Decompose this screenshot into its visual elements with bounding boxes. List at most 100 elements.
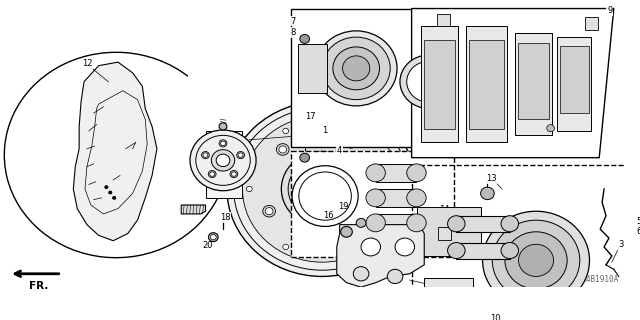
Circle shape <box>518 244 554 276</box>
Bar <box>376 214 417 232</box>
Text: TWA4B1910A: TWA4B1910A <box>572 275 619 284</box>
Polygon shape <box>412 9 614 158</box>
Circle shape <box>483 211 589 309</box>
Circle shape <box>547 124 554 132</box>
Circle shape <box>400 55 458 108</box>
Circle shape <box>407 164 426 182</box>
Text: 20: 20 <box>202 241 212 250</box>
Bar <box>376 189 417 207</box>
Bar <box>412 165 640 320</box>
Polygon shape <box>181 205 205 214</box>
Bar <box>466 26 507 142</box>
Circle shape <box>502 309 531 320</box>
Bar <box>437 14 451 26</box>
Text: 2: 2 <box>362 275 367 284</box>
Circle shape <box>246 186 252 192</box>
Circle shape <box>279 146 287 153</box>
Text: 3: 3 <box>618 240 623 249</box>
Bar <box>421 26 458 142</box>
Bar <box>438 227 451 240</box>
Text: 10: 10 <box>490 314 500 320</box>
Bar <box>518 44 548 119</box>
Circle shape <box>211 150 235 171</box>
Bar <box>424 278 473 305</box>
Text: 13: 13 <box>486 174 497 183</box>
Circle shape <box>505 232 567 289</box>
Circle shape <box>208 171 216 178</box>
Text: 16: 16 <box>323 211 333 220</box>
Text: 19: 19 <box>339 202 349 211</box>
Circle shape <box>210 172 214 176</box>
Text: 15: 15 <box>438 226 448 235</box>
Circle shape <box>209 233 218 242</box>
Circle shape <box>113 196 116 199</box>
Text: 18: 18 <box>220 213 230 222</box>
Circle shape <box>219 140 227 147</box>
Circle shape <box>316 31 397 106</box>
Circle shape <box>392 186 398 192</box>
Circle shape <box>366 189 385 207</box>
Circle shape <box>347 139 355 146</box>
Text: 12: 12 <box>82 60 92 68</box>
Circle shape <box>230 171 238 178</box>
Text: 7: 7 <box>291 17 296 26</box>
Circle shape <box>340 227 352 237</box>
Circle shape <box>221 141 225 146</box>
Circle shape <box>366 214 385 232</box>
Text: 8: 8 <box>291 28 296 37</box>
Circle shape <box>216 154 230 167</box>
Circle shape <box>447 243 465 259</box>
Circle shape <box>283 244 289 250</box>
Circle shape <box>314 181 331 197</box>
Circle shape <box>203 153 208 157</box>
Circle shape <box>300 153 310 162</box>
Bar <box>205 131 243 198</box>
Circle shape <box>307 175 338 203</box>
Bar <box>561 46 589 113</box>
Circle shape <box>344 136 357 148</box>
Circle shape <box>263 205 275 217</box>
Circle shape <box>227 101 417 276</box>
Circle shape <box>323 236 335 248</box>
Circle shape <box>356 244 362 250</box>
Text: FR.: FR. <box>29 281 48 291</box>
Circle shape <box>283 128 289 134</box>
Bar <box>469 40 504 129</box>
Circle shape <box>501 216 518 232</box>
Circle shape <box>232 172 236 176</box>
Circle shape <box>447 216 465 232</box>
Circle shape <box>300 35 310 44</box>
Circle shape <box>265 208 273 215</box>
Circle shape <box>322 37 390 100</box>
Circle shape <box>105 186 108 188</box>
Circle shape <box>237 152 244 159</box>
Text: 6: 6 <box>636 227 640 236</box>
Circle shape <box>202 152 209 159</box>
Bar <box>585 18 598 30</box>
Text: 9: 9 <box>607 6 612 15</box>
Circle shape <box>376 196 383 203</box>
Circle shape <box>276 144 289 155</box>
Polygon shape <box>337 225 424 287</box>
Text: 14: 14 <box>440 235 450 244</box>
Circle shape <box>501 243 518 259</box>
Circle shape <box>366 164 385 182</box>
Text: 4: 4 <box>337 146 342 155</box>
Circle shape <box>190 130 256 191</box>
Bar <box>291 151 454 257</box>
Circle shape <box>486 294 548 320</box>
Bar <box>515 33 552 135</box>
Text: 11: 11 <box>427 279 437 288</box>
Circle shape <box>353 267 369 281</box>
Bar <box>376 164 417 182</box>
Text: 1: 1 <box>323 126 328 135</box>
Text: 17: 17 <box>305 112 316 121</box>
Circle shape <box>481 187 494 200</box>
Circle shape <box>387 269 403 284</box>
Circle shape <box>243 116 402 262</box>
Circle shape <box>407 61 451 102</box>
Circle shape <box>211 235 216 240</box>
Circle shape <box>238 153 243 157</box>
Text: 14: 14 <box>440 205 450 214</box>
Bar <box>298 44 327 93</box>
